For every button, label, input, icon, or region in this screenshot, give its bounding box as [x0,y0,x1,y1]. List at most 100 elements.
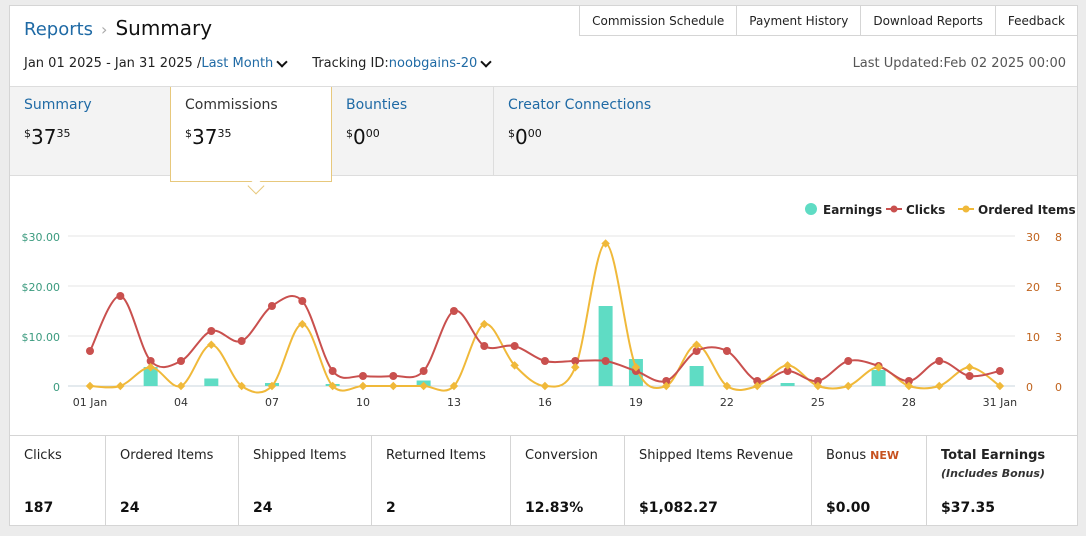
currency-symbol: $ [24,127,31,140]
summary-tabs: Summary $37 35 Commissions $37 35 Bounties… [10,86,1077,182]
tab-bounties[interactable]: Bounties $0 00 [332,87,494,175]
amount-cents: 35 [56,127,71,140]
ordered-items-point [328,381,337,391]
download-reports-button[interactable]: Download Reports [860,5,996,36]
chevron-down-icon[interactable] [276,55,288,68]
last-updated-text: Last Updated:Feb 02 2025 00:00 [852,56,1066,71]
earnings-bar [871,370,886,386]
tab-bounties-amount: $0 00 [346,125,479,149]
x-axis-tick: 19 [629,396,643,409]
new-badge: NEW [870,449,899,462]
legend-point-marker [890,205,898,213]
clicks-point [237,337,246,345]
tab-creator-connections-amount: $0 00 [508,125,1063,149]
ordered-items-point [419,381,428,391]
clicks-point [176,357,185,365]
ordered-items-line [89,242,1001,394]
earnings-bar [689,366,704,386]
clicks-point [146,357,155,365]
stat-label: Shipped Items [253,448,347,463]
clicks-point [722,347,731,355]
ordered-items-point [844,381,853,391]
earnings-bar [780,383,795,386]
clicks-point [298,297,307,305]
tab-creator-connections[interactable]: Creator Connections $0 00 [494,87,1077,175]
y-axis-earnings-tick: $10.00 [22,331,61,344]
payment-history-button[interactable]: Payment History [736,5,862,36]
ordered-items-point [176,381,186,391]
x-axis-tick: 31 Jan [983,396,1017,409]
tab-commissions-amount: $37 35 [185,125,317,149]
y-axis-earnings-tick: $30.00 [22,231,61,244]
stat-clicks: Clicks 187 [10,436,106,526]
ordered-items-point [389,381,398,391]
ordered-items-point [631,363,641,372]
ordered-items-point [116,381,125,391]
ordered-items-point [995,381,1005,391]
amount-whole: 37 [192,125,218,149]
ordered-items-point [874,363,883,372]
clicks-point [419,367,428,375]
stat-value: 24 [120,500,140,516]
page-title: Summary [115,16,213,40]
clicks-point [267,302,276,310]
amount-whole: 37 [31,125,57,149]
stat-returned-items: Returned Items 2 [372,436,511,526]
clicks-point [813,377,822,385]
commission-schedule-button[interactable]: Commission Schedule [579,5,738,36]
clicks-point [571,357,580,365]
y-axis-ordered-tick: 8 [1055,231,1062,244]
x-axis-tick: 22 [720,396,734,409]
tab-summary[interactable]: Summary $37 35 [10,87,170,175]
y-axis-clicks-tick: 10 [1026,331,1040,344]
x-axis-tick: 10 [356,396,370,409]
stat-shipped-items: Shipped Items 24 [239,436,372,526]
y-axis-earnings-tick: $20.00 [22,281,61,294]
breadcrumb-reports-link[interactable]: Reports [24,19,94,40]
tab-commissions[interactable]: Commissions $37 35 [170,87,332,182]
currency-symbol: $ [346,127,353,140]
date-range-text: Jan 01 2025 - Jan 31 2025 / [24,56,202,71]
reports-panel: Reports › Summary Commission Schedule Pa… [9,5,1078,526]
y-axis-clicks-tick: 0 [1026,381,1033,394]
stat-value: $1,082.27 [639,500,718,516]
ordered-items-point [753,381,762,391]
stat-label: Clicks [24,448,62,463]
clicks-point [935,357,944,365]
top-actions: Commission Schedule Payment History Down… [579,5,1078,36]
ordered-items-point [449,381,459,391]
earnings-chart: Earnings Clicks Ordered Items $30.00 $20.00 $… [10,186,1077,431]
stat-bonus: Bonus NEW $0.00 [812,436,927,526]
currency-symbol: $ [508,127,515,140]
y-axis-earnings-tick: 0 [53,381,60,394]
stat-label: Returned Items [386,448,486,463]
legend-earnings-marker [805,203,817,215]
amount-cents: 35 [217,127,232,140]
ordered-items-point [510,361,519,370]
feedback-button[interactable]: Feedback [994,5,1078,36]
tracking-id-value[interactable]: noobgains-20 [388,56,478,71]
tracking-id-dropdown[interactable]: Tracking ID: noobgains-20 [312,55,496,71]
clicks-point [389,372,398,380]
y-axis-clicks-tick: 20 [1026,281,1040,294]
clicks-point [601,357,610,365]
x-axis-tick: 01 Jan [73,396,107,409]
chevron-down-icon[interactable] [480,55,492,68]
x-axis-tick: 28 [902,396,916,409]
ordered-items-point [540,381,550,391]
tab-creator-connections-title: Creator Connections [508,97,652,113]
stat-value: 24 [253,500,273,516]
tab-commissions-title: Commissions [185,97,278,113]
clicks-point [358,372,367,380]
x-axis-tick: 13 [447,396,461,409]
legend-label: Clicks [906,203,945,217]
ordered-items-point [267,381,277,391]
chevron-right-icon: › [101,20,108,39]
y-axis-clicks-tick: 30 [1026,231,1040,244]
tracking-id-label: Tracking ID: [312,56,389,71]
y-axis-ordered-tick: 0 [1055,381,1062,394]
ordered-items-point [480,319,489,329]
clicks-line [89,295,1001,383]
clicks-point [662,377,671,385]
period-dropdown[interactable]: Last Month [201,56,274,71]
